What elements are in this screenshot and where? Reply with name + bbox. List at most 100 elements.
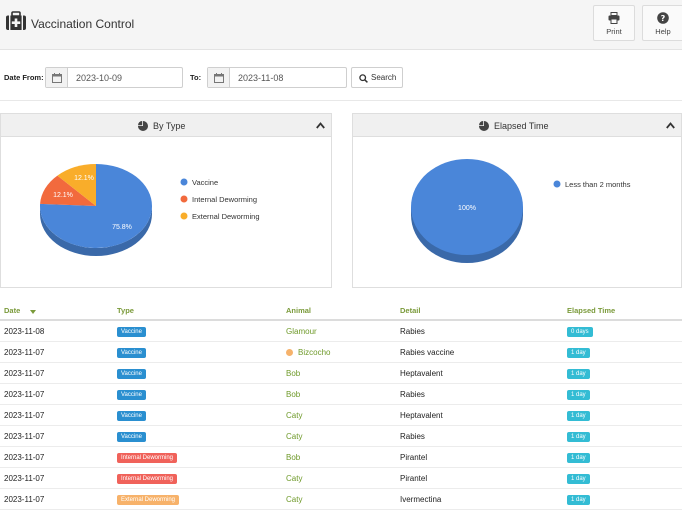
animal-name: Bob (286, 390, 301, 399)
legend-swatch (180, 195, 188, 203)
panel-header: By Type (1, 114, 331, 137)
cell-animal-link[interactable]: Caty (286, 432, 302, 441)
print-button[interactable]: Print (593, 5, 635, 41)
date-to-label: To: (190, 73, 202, 82)
cell-detail: Heptavalent (400, 411, 443, 420)
column-header-animal[interactable]: Animal (286, 306, 312, 315)
panel-header: Elapsed Time (353, 114, 681, 137)
animal-name: Glamour (286, 327, 317, 336)
cell-date: 2023-11-07 (4, 495, 45, 504)
date-to-field[interactable]: 2023-11-08 (207, 67, 347, 88)
cell-detail: Rabies (400, 390, 425, 399)
date-from-field[interactable]: 2023-10-09 (45, 67, 183, 88)
table-row[interactable]: 2023-11-07 Vaccine Caty Rabies 1 day (0, 426, 682, 447)
calendar-icon[interactable] (46, 68, 68, 87)
type-badge: Internal Deworming (117, 474, 178, 484)
pie-chart-icon (479, 121, 489, 131)
elapsed-badge: 1 day (567, 495, 590, 505)
cell-animal-link[interactable]: Glamour (286, 327, 317, 336)
search-label: Search (371, 73, 397, 82)
column-header-date[interactable]: Date (4, 306, 21, 315)
legend-label: Less than 2 months (565, 180, 631, 189)
cell-animal-link[interactable]: Bob (286, 453, 300, 462)
search-button[interactable]: Search (351, 67, 403, 88)
cell-date: 2023-11-07 (4, 474, 45, 483)
animal-name: Caty (286, 495, 303, 504)
sort-down-icon[interactable] (30, 310, 36, 314)
cell-detail: Heptavalent (400, 369, 443, 378)
animal-name: Caty (286, 432, 303, 441)
table-row[interactable]: 2023-11-07 Internal Deworming Caty Pirantel… (0, 468, 682, 489)
legend-swatch (180, 212, 188, 220)
elapsed-badge: 1 day (567, 411, 590, 421)
cell-date: 2023-11-07 (4, 432, 45, 441)
printer-icon (608, 12, 620, 24)
calendar-icon[interactable] (208, 68, 230, 87)
table-row[interactable]: 2023-11-07 Vaccine Bob Rabies 1 day (0, 384, 682, 405)
legend-swatch (180, 178, 188, 186)
legend-item[interactable]: Vaccine (180, 178, 219, 187)
pie-slice-external-deworming[interactable] (57, 164, 96, 206)
elapsed-badge: 1 day (567, 432, 590, 442)
elapsed-badge: 1 day (567, 453, 590, 463)
status-dot (286, 349, 293, 356)
legend-item[interactable]: Internal Deworming (180, 195, 258, 204)
type-badge: Vaccine (117, 411, 146, 421)
table-header: Date Type Animal Detail Elapsed Time (0, 300, 682, 321)
print-label: Print (606, 27, 622, 36)
svg-text:?: ? (661, 14, 666, 23)
column-header-detail[interactable]: Detail (400, 306, 421, 315)
column-header-type[interactable]: Type (117, 306, 134, 315)
page-title: Vaccination Control (31, 17, 135, 31)
cell-animal-link[interactable]: Caty (286, 474, 302, 483)
elapsed-badge: 1 day (567, 474, 590, 484)
cell-date: 2023-11-07 (4, 390, 45, 399)
table-row[interactable]: 2023-11-07 External Deworming Caty Ivermect… (0, 489, 682, 510)
cell-animal-link[interactable]: Caty (286, 411, 302, 420)
legend-swatch (553, 180, 561, 188)
table-row[interactable]: 2023-11-07 Vaccine Bob Heptavalent 1 day (0, 363, 682, 384)
date-from-value: 2023-10-09 (76, 73, 123, 83)
cell-animal-link[interactable]: Caty (286, 495, 302, 504)
panel-title: Elapsed Time (494, 121, 549, 131)
pie-slice-label: 12.1% (74, 175, 94, 182)
question-circle-icon: ? (657, 12, 669, 24)
legend-item[interactable]: Less than 2 months (553, 180, 631, 189)
cell-date: 2023-11-07 (4, 453, 45, 462)
elapsed-badge: 1 day (567, 348, 590, 358)
type-badge: Vaccine (117, 432, 146, 442)
pie-slice-less-than-2-months[interactable] (411, 159, 523, 255)
table-row[interactable]: 2023-11-07 Vaccine Bizcocho Rabies vaccine 1… (0, 342, 682, 363)
cell-date: 2023-11-08 (4, 327, 45, 336)
pie-slice-label: 12.1% (53, 192, 73, 199)
by-type-pie-chart: 75.8% 12.1% 12.1% Vaccine Internal Deworming… (39, 164, 260, 256)
animal-name: Bob (286, 369, 301, 378)
pie-slice-internal-deworming[interactable] (40, 175, 96, 206)
date-from-label: Date From: (4, 73, 44, 82)
chevron-up-icon[interactable] (316, 122, 325, 129)
cell-detail: Ivermectina (400, 495, 442, 504)
cell-date: 2023-11-07 (4, 348, 45, 357)
chevron-up-icon[interactable] (666, 122, 675, 129)
legend-label: Internal Deworming (192, 195, 257, 204)
date-filter-bar: Date From: 2023-10-09 To: 2023-11-08 Sea… (0, 67, 682, 89)
table-row[interactable]: 2023-11-07 Vaccine Caty Heptavalent 1 day (0, 405, 682, 426)
cell-animal-link[interactable]: Bob (286, 390, 300, 399)
table-row[interactable]: 2023-11-08 Vaccine Glamour Rabies 0 days (0, 321, 682, 342)
cell-animal-link[interactable]: Bizcocho (286, 348, 330, 357)
help-label: Help (655, 27, 671, 36)
cell-detail: Pirantel (400, 453, 428, 462)
table-row[interactable]: 2023-11-07 Internal Deworming Bob Pirantel 1… (0, 447, 682, 468)
cell-date: 2023-11-07 (4, 369, 45, 378)
cell-detail: Rabies (400, 432, 425, 441)
animal-name: Bob (286, 453, 301, 462)
search-icon (359, 74, 368, 83)
type-badge: External Deworming (117, 495, 180, 505)
type-badge: Vaccine (117, 327, 146, 337)
animal-name: Caty (286, 474, 303, 483)
medical-kit-icon (6, 11, 26, 30)
cell-animal-link[interactable]: Bob (286, 369, 300, 378)
legend-item[interactable]: External Deworming (180, 212, 260, 221)
help-button[interactable]: ? Help (642, 5, 682, 41)
column-header-elapsed[interactable]: Elapsed Time (567, 306, 616, 315)
